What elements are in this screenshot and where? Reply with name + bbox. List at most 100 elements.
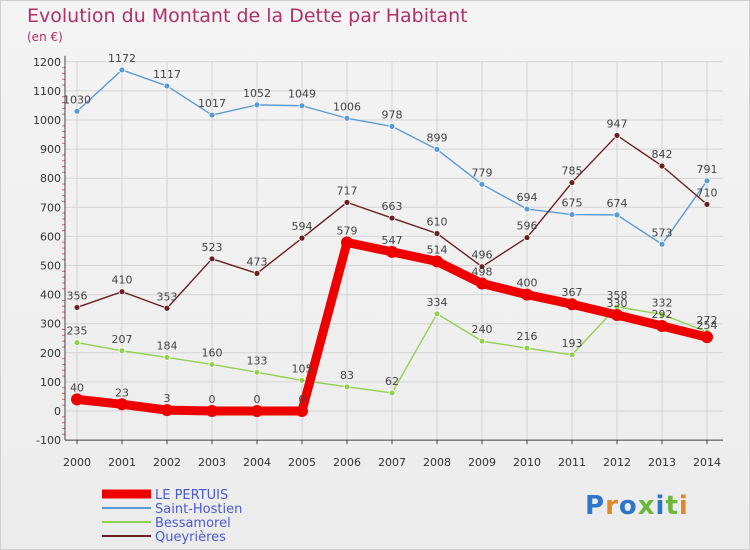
- data-label: 594: [292, 220, 313, 233]
- data-point: [566, 298, 578, 311]
- data-point: [298, 102, 306, 110]
- data-point: [341, 236, 353, 249]
- data-label: 0: [209, 393, 216, 406]
- data-label: 334: [427, 296, 448, 309]
- data-point: [613, 211, 621, 219]
- data-label: 785: [562, 165, 583, 178]
- data-point: [118, 66, 126, 74]
- data-point: [163, 304, 171, 312]
- data-point: [163, 354, 171, 361]
- x-tick-label: 2002: [153, 456, 181, 469]
- y-tick-label: 500: [40, 260, 61, 273]
- logo-letter: t: [665, 491, 679, 521]
- data-label: 235: [67, 325, 88, 338]
- data-point: [658, 240, 666, 248]
- data-label: 62: [385, 375, 399, 388]
- data-label: 1006: [333, 100, 361, 113]
- x-tick-label: 2004: [243, 456, 271, 469]
- y-tick-label: 900: [40, 143, 61, 156]
- data-point: [478, 337, 486, 345]
- data-point: [118, 288, 126, 296]
- data-point: [478, 180, 486, 188]
- y-tick-label: 800: [40, 172, 61, 185]
- data-point: [658, 310, 666, 318]
- legend-label: LE PERTUIS: [155, 488, 228, 503]
- data-point: [476, 277, 488, 290]
- data-label: 496: [472, 249, 493, 262]
- data-point: [568, 211, 576, 218]
- logo-letter: x: [637, 491, 656, 521]
- data-label: 710: [697, 186, 718, 199]
- x-tick-label: 2007: [378, 456, 406, 469]
- data-label: 105: [292, 362, 313, 375]
- data-point: [658, 162, 666, 170]
- data-point: [161, 404, 173, 417]
- data-point: [388, 389, 396, 397]
- x-tick-label: 2003: [198, 456, 226, 469]
- data-point: [523, 234, 531, 241]
- data-label: 0: [254, 393, 261, 406]
- data-point: [521, 288, 533, 301]
- x-tick-label: 2013: [648, 456, 676, 469]
- data-label: 353: [157, 290, 178, 303]
- y-tick-label: 300: [40, 318, 61, 331]
- data-point: [433, 145, 441, 153]
- data-point: [253, 269, 261, 277]
- data-label: 3: [164, 392, 171, 405]
- x-tick-label: 2012: [603, 456, 631, 469]
- data-point: [703, 177, 711, 185]
- logo-letter: i: [655, 491, 666, 521]
- y-tick-label: 200: [40, 347, 61, 360]
- x-tick-label: 2010: [513, 456, 541, 469]
- x-tick-label: 2008: [423, 456, 451, 469]
- data-label: 1017: [198, 97, 226, 110]
- data-point: [298, 377, 306, 384]
- data-point: [386, 245, 398, 258]
- data-label: 596: [517, 220, 538, 233]
- data-label: 579: [337, 225, 358, 238]
- axes: -100010020030040050060070080090010001100…: [33, 55, 723, 469]
- chart-title: Evolution du Montant de la Dette par Hab…: [27, 5, 468, 27]
- legend-label: Queyrières: [155, 530, 226, 545]
- data-point: [523, 344, 531, 352]
- data-label: 1030: [63, 93, 91, 106]
- data-point: [478, 263, 486, 271]
- legend-label: Saint-Hostien: [155, 502, 242, 517]
- data-label: 675: [562, 197, 583, 210]
- data-label: 791: [697, 163, 718, 176]
- proxiti-logo: Proxiti: [585, 491, 689, 521]
- data-point: [298, 234, 306, 242]
- data-label: 133: [247, 354, 268, 367]
- data-point: [206, 405, 218, 417]
- y-tick-label: 400: [40, 289, 61, 302]
- x-tick-label: 2014: [693, 456, 721, 469]
- y-tick-label: 1100: [33, 85, 61, 98]
- data-point: [208, 361, 216, 368]
- legend: LE PERTUISSaint-HostienBessamorelQueyriè…: [102, 488, 242, 545]
- data-point: [116, 398, 128, 411]
- data-label: 694: [517, 191, 538, 204]
- data-point: [656, 320, 668, 333]
- data-label: 23: [115, 386, 129, 399]
- logo-letter: r: [605, 491, 619, 521]
- data-point: [343, 198, 351, 206]
- series-lines: [71, 66, 713, 417]
- logo-letter: P: [585, 491, 606, 521]
- data-point: [703, 200, 711, 208]
- data-point: [433, 230, 441, 237]
- y-tick-label: 600: [40, 230, 61, 243]
- data-point: [523, 205, 531, 213]
- value-labels: 1030 1172 1117 1017 1052 1049 1006 978 899 779 694…: [63, 52, 718, 406]
- data-label: 1117: [153, 68, 181, 81]
- y-tick-label: 100: [40, 376, 61, 389]
- data-label: 367: [562, 286, 583, 299]
- data-label: 842: [652, 148, 673, 161]
- data-point: [163, 82, 171, 90]
- data-point: [71, 393, 83, 406]
- data-point: [568, 351, 576, 359]
- data-label: 473: [247, 255, 268, 268]
- data-label: 193: [562, 337, 583, 350]
- data-label: 272: [697, 314, 718, 327]
